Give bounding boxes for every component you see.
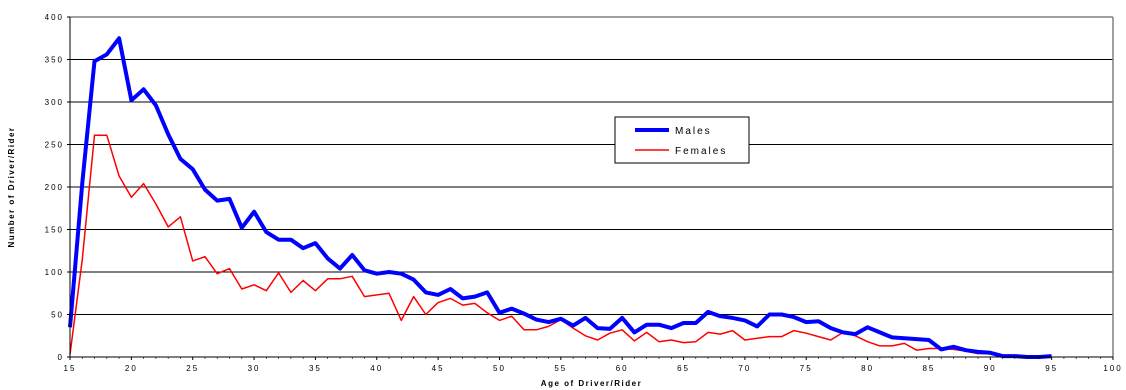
y-tick-label-200: 200 [45,183,64,192]
y-tick-label-400: 400 [45,13,64,22]
legend: Males Females [614,116,750,164]
legend-box [614,116,750,164]
x-axis-title: Age of Driver/Rider [541,379,642,388]
x-tick-label-75: 75 [800,364,813,373]
x-tick-label-100: 100 [1103,364,1122,373]
x-tick-label-65: 65 [677,364,690,373]
y-tick-label-100: 100 [45,268,64,277]
y-axis-title: Number of Driver/Rider [7,126,16,247]
series-layer [68,36,1052,359]
x-tick-label-30: 30 [248,364,261,373]
x-tick-label-85: 85 [922,364,935,373]
x-tick-label-15: 15 [64,364,77,373]
legend-label-females: Females [675,146,727,157]
y-tick-label-350: 350 [45,56,64,65]
x-tick-label-90: 90 [984,364,997,373]
y-tick-label-50: 50 [51,311,64,320]
x-tick-label-50: 50 [493,364,506,373]
x-tick-label-55: 55 [554,364,567,373]
x-tick-label-60: 60 [616,364,629,373]
y-tick-label-250: 250 [45,141,64,150]
x-tick-label-40: 40 [370,364,383,373]
x-tick-label-45: 45 [432,364,445,373]
grid-lines [70,16,1113,315]
x-tick-label-80: 80 [861,364,874,373]
y-tick-label-300: 300 [45,98,64,107]
y-tick-label-150: 150 [45,226,64,235]
legend-label-males: Males [675,126,712,137]
x-tick-label-95: 95 [1045,364,1058,373]
y-tick-label-0: 0 [58,353,64,362]
series-line-males [68,36,1052,359]
x-tick-label-25: 25 [186,364,199,373]
x-tick-label-35: 35 [309,364,322,373]
tick-labels: 0 50 100 150 200 250 300 350 400 15 20 25 30 35 40 45 50… [45,13,1122,373]
x-tick-label-70: 70 [738,364,751,373]
x-tick-label-20: 20 [125,364,138,373]
